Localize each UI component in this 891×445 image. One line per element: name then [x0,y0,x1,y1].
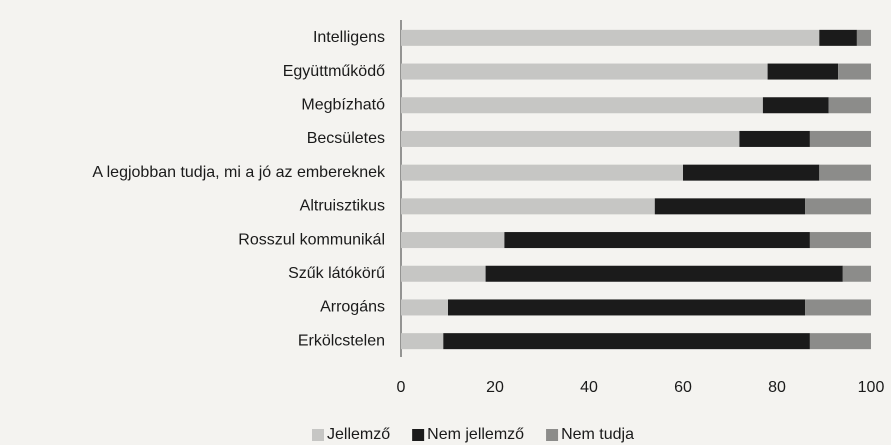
bar-segment [401,265,486,282]
x-tick-label: 20 [486,379,504,396]
bar-segment [805,198,871,215]
legend-swatch [312,429,324,441]
y-tick-label: Szűk látókörű [288,265,385,282]
y-tick-label: Rosszul kommunikál [238,231,385,248]
bar-segment [809,130,871,147]
bar-segment [683,164,820,181]
bar-segment [504,232,810,249]
y-tick-label: Megbízható [301,96,385,113]
y-tick-label: Arrogáns [320,299,385,316]
bar-segment [485,265,843,282]
bar-segment [401,97,763,114]
bar-segment [401,198,655,215]
x-tick-label: 60 [674,379,692,396]
y-tick-label: Erkölcstelen [298,332,385,349]
y-tick-label: Altruisztikus [300,198,385,215]
bar-segment [654,198,806,215]
bar-segment [739,130,810,147]
bar-segment [805,299,871,316]
bar-segment [838,63,871,80]
bar-segment [401,164,683,181]
bar-segment [828,97,871,114]
bar-segment [443,333,810,350]
bar-segment [401,29,820,46]
legend-label: Jellemző [327,426,390,443]
bar-segment [809,333,871,350]
x-tick-label: 40 [580,379,598,396]
x-tick-label: 80 [768,379,786,396]
y-tick-label: Együttműködő [283,63,385,80]
bar-segment [842,265,871,282]
legend-swatch [546,429,559,441]
x-tick-label: 100 [858,379,885,396]
bar-segment [809,232,871,249]
bar-segment [401,232,505,249]
bar-segment [401,130,740,147]
x-tick-label: 0 [397,379,406,396]
bar-segment [767,63,839,80]
bar-segment [762,97,829,114]
y-tick-label: Becsületes [307,130,385,147]
legend-swatch [412,429,425,441]
bar-segment [819,29,857,46]
y-tick-label: Intelligens [313,29,385,46]
bar-segment [401,63,768,80]
bar-segment [401,333,444,350]
bar-segment [448,299,806,316]
legend-label: Nem tudja [561,426,634,443]
y-tick-label: A legjobban tudja, mi a jó az embereknek [92,164,386,181]
bar-segment [856,29,871,46]
legend-label: Nem jellemző [427,426,524,443]
bar-segment [401,299,448,316]
bar-segment [819,164,871,181]
